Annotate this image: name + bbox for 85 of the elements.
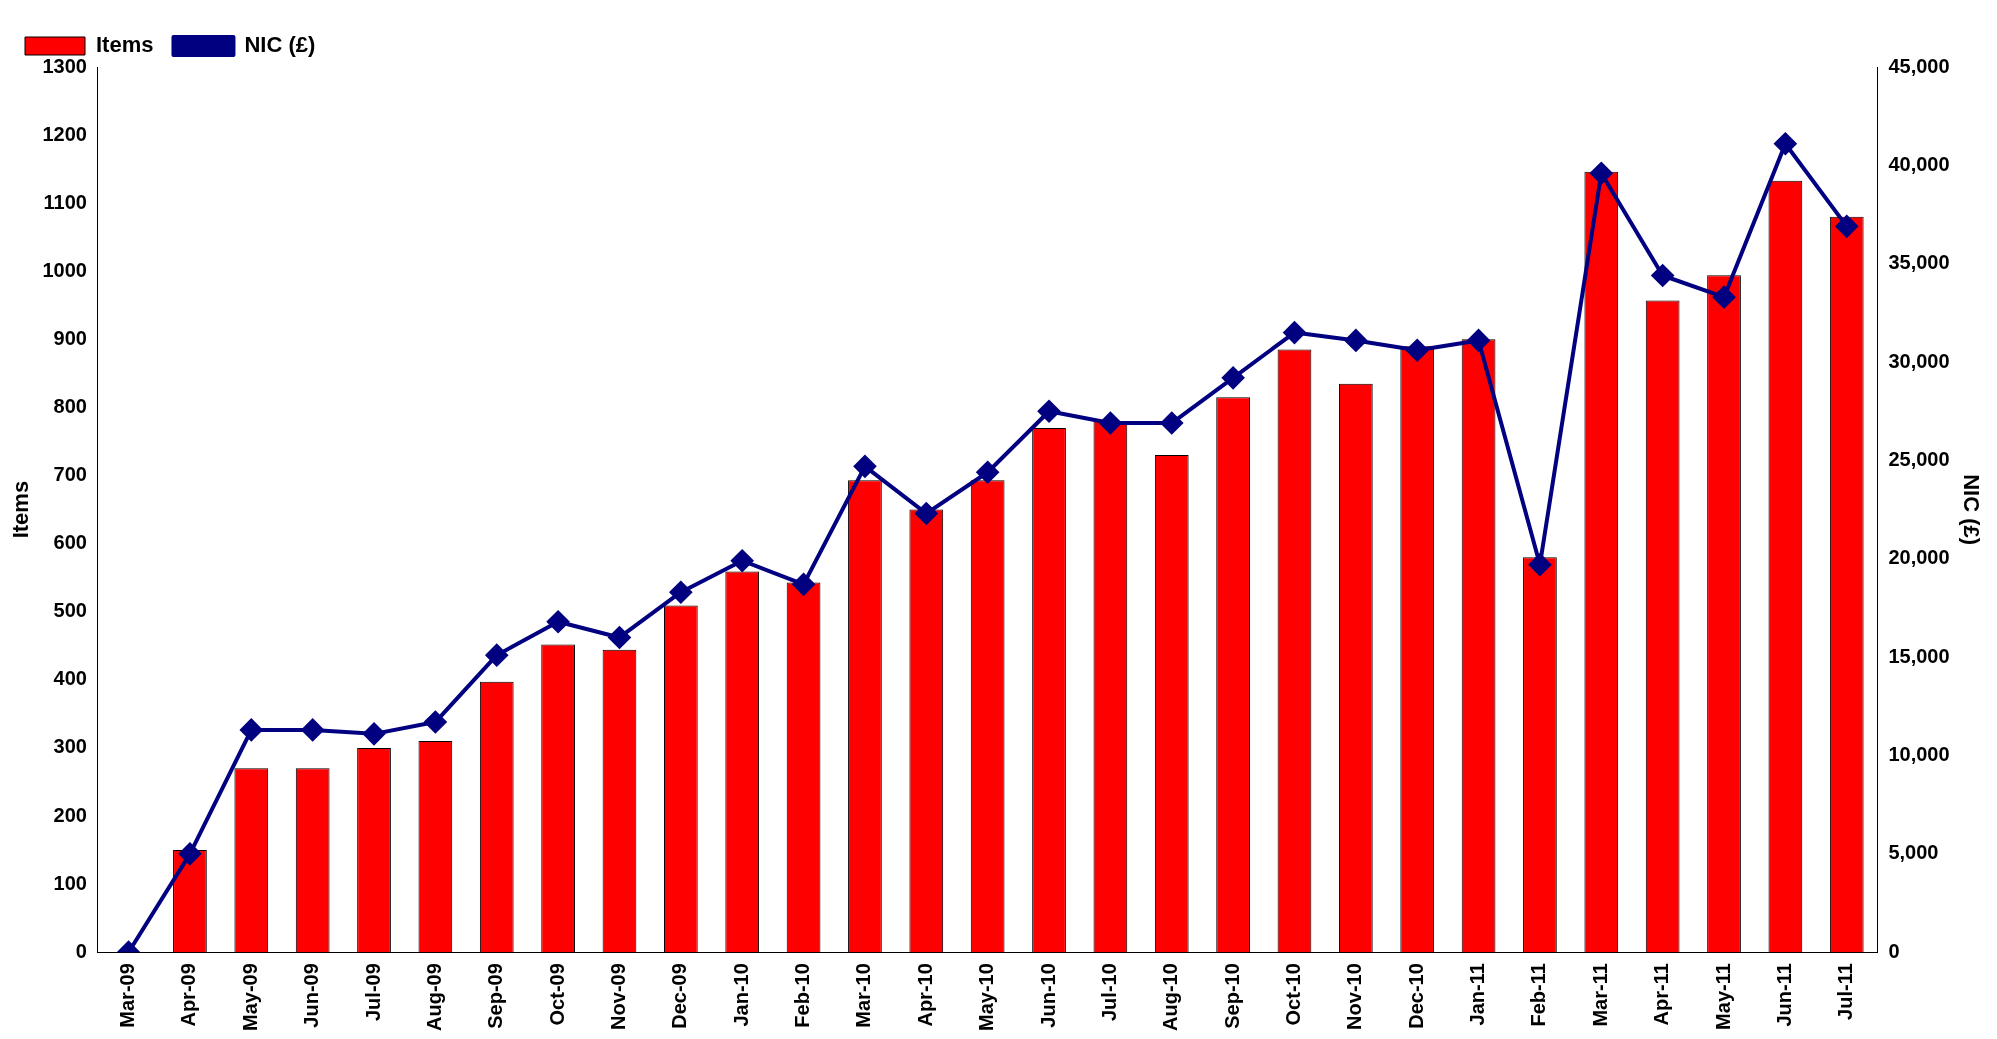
x-tick-label: Jul-09 <box>361 963 384 1021</box>
y2-tick-label: 40,000 <box>1888 152 1950 175</box>
point <box>915 502 938 525</box>
point <box>547 610 570 633</box>
y2-tick-label: 30,000 <box>1888 349 1950 372</box>
y2-tick-label: 5,000 <box>1888 841 1939 864</box>
y2-tick-label: 10,000 <box>1888 742 1950 765</box>
y-tick-label: 0 <box>75 939 87 962</box>
point <box>1467 329 1490 352</box>
y-tick-label: 800 <box>53 394 87 417</box>
y2-tick-label: 0 <box>1888 939 1900 962</box>
y-tick-label: 1100 <box>43 190 87 213</box>
x-tick-label: Jun-10 <box>1036 963 1059 1028</box>
x-tick-label: Oct-09 <box>545 963 568 1026</box>
point <box>301 718 324 741</box>
point <box>1038 400 1061 423</box>
y-tick-label: 1000 <box>42 258 87 281</box>
y2-tick-label: 15,000 <box>1888 644 1950 667</box>
y-tick-label: 400 <box>53 667 87 690</box>
x-tick-label: Sep-10 <box>1220 963 1243 1029</box>
x-tick-label: Sep-09 <box>484 963 507 1029</box>
point <box>853 455 876 478</box>
point <box>1835 215 1858 238</box>
x-tick-label: Mar-11 <box>1588 963 1611 1027</box>
point <box>1160 412 1183 435</box>
point <box>1222 366 1245 389</box>
x-tick-label: Jun-11 <box>1772 963 1795 1027</box>
y2-tick-label: 25,000 <box>1888 447 1950 470</box>
point <box>608 626 631 649</box>
point <box>1590 162 1613 185</box>
y-tick-label: 1200 <box>42 122 87 145</box>
x-tick-label: Feb-11 <box>1527 963 1550 1027</box>
y2-axis-title: NIC (£) <box>1958 474 1984 546</box>
point <box>792 573 815 596</box>
x-tick-label: May-11 <box>1711 963 1734 1030</box>
x-tick-label: Jun-09 <box>300 963 323 1028</box>
x-tick-label: Jul-11 <box>1834 963 1857 1020</box>
y-axis-title: Items <box>8 480 34 539</box>
y-tick-label: 700 <box>53 463 87 486</box>
x-tick-label: Apr-10 <box>913 963 936 1027</box>
legend-label: NIC (£) <box>244 32 316 58</box>
x-tick-label: Aug-09 <box>422 963 445 1031</box>
x-tick-label: Oct-10 <box>1281 963 1304 1026</box>
x-tick-label: Aug-10 <box>1159 963 1182 1031</box>
x-tick-label: Nov-09 <box>607 963 629 1030</box>
x-tick-label: Nov-10 <box>1343 963 1366 1030</box>
point <box>1283 321 1306 344</box>
y-tick-label: 900 <box>53 326 87 349</box>
y-tick-label: 100 <box>53 871 87 894</box>
y-tick-label: 1300 <box>42 54 87 77</box>
x-tick-label: Feb-10 <box>791 963 814 1028</box>
y-tick-label: 200 <box>53 803 87 826</box>
x-tick-label: Jul-10 <box>1097 963 1120 1021</box>
point <box>1713 286 1736 309</box>
point <box>424 711 447 734</box>
y2-tick-label: 35,000 <box>1888 251 1950 274</box>
legend-label: Items <box>96 32 154 58</box>
point <box>1099 412 1122 435</box>
point <box>1344 329 1367 352</box>
point <box>669 581 692 604</box>
x-tick-label: May-09 <box>238 963 261 1031</box>
x-tick-label: May-10 <box>975 963 998 1031</box>
point <box>1528 553 1551 576</box>
point <box>1406 339 1429 362</box>
x-tick-label: Apr-09 <box>177 963 200 1027</box>
y-tick-label: 500 <box>53 599 87 622</box>
point <box>178 842 201 865</box>
y2-tick-label: 45,000 <box>1888 54 1950 77</box>
x-tick-label: Dec-10 <box>1404 963 1427 1029</box>
y2-tick-label: 20,000 <box>1888 546 1950 569</box>
point <box>1774 132 1797 155</box>
x-tick-label: Jan-11 <box>1466 963 1489 1026</box>
x-tick-label: Mar-10 <box>852 963 875 1028</box>
point <box>240 718 263 741</box>
x-tick-label: Mar-09 <box>116 963 139 1028</box>
point <box>363 722 386 745</box>
y-tick-label: 600 <box>53 531 87 554</box>
point <box>976 461 999 484</box>
x-tick-label: Apr-11 <box>1650 963 1673 1026</box>
x-tick-label: Dec-09 <box>668 963 691 1029</box>
x-tick-label: Jan-10 <box>729 963 752 1027</box>
point <box>1651 264 1674 287</box>
y-tick-label: 300 <box>53 735 87 758</box>
point <box>485 644 508 667</box>
point <box>731 549 754 572</box>
